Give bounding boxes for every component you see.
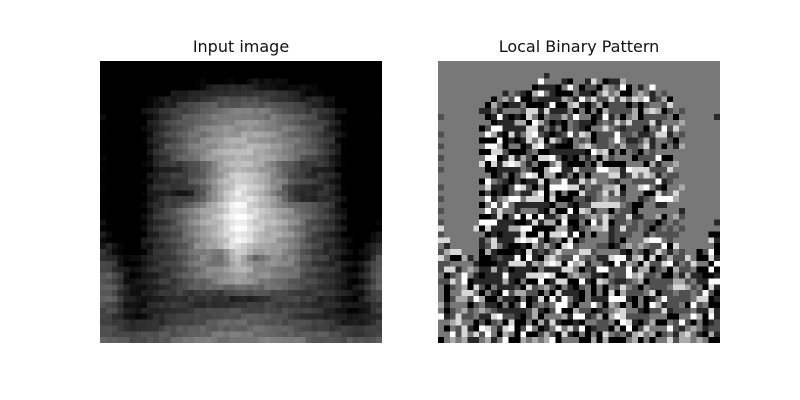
lbp-texture-image	[438, 61, 720, 343]
lbp-image	[438, 61, 720, 343]
input-image-title: Input image	[192, 37, 290, 56]
input-image	[100, 61, 382, 343]
input-image-panel: Input image	[100, 36, 382, 343]
face-grayscale-image	[100, 61, 382, 343]
lbp-title: Local Binary Pattern	[498, 37, 660, 56]
lbp-panel: Local Binary Pattern	[438, 36, 720, 343]
